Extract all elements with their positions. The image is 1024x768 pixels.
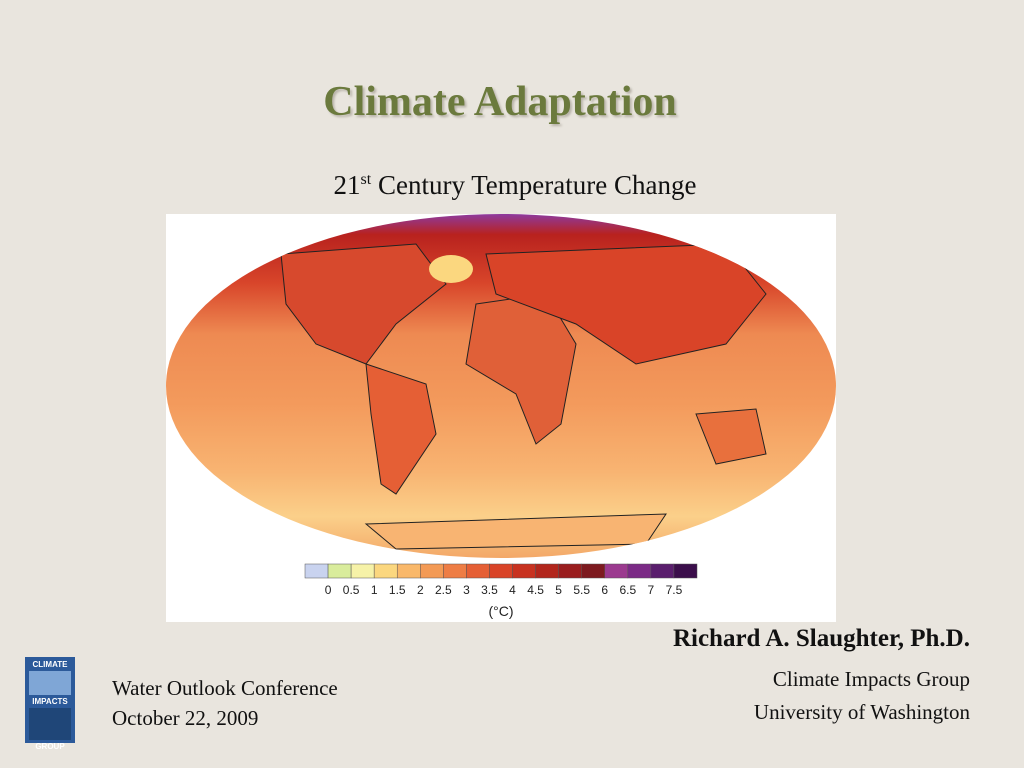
map-body xyxy=(166,214,836,558)
legend-swatch xyxy=(627,563,652,579)
subtitle-suffix: st xyxy=(360,171,372,188)
legend-tick-label: 5.5 xyxy=(573,583,590,597)
legend-swatch xyxy=(327,563,352,579)
author-group: Climate Impacts Group xyxy=(772,667,970,691)
logo: CLIMATE IMPACTS GROUP xyxy=(25,657,75,751)
logo-line1: CLIMATE xyxy=(32,660,68,669)
legend-tick-label: 6.5 xyxy=(619,583,636,597)
title: Climate Adaptation xyxy=(323,79,677,125)
legend-tick-label: 5 xyxy=(555,583,562,597)
subtitle-text: Century Temperature Change xyxy=(377,170,697,200)
legend-tick-label: 1 xyxy=(371,583,378,597)
event-date: October 22, 2009 xyxy=(112,706,259,730)
map-svg: 0 0.5 1 1.5 2 2.5 3 3.5 4 4.5 5 5.5 6 6.5 7 7.5 (°C) xyxy=(166,214,836,619)
author-university: University of Washington xyxy=(753,700,970,724)
legend-swatch xyxy=(466,563,490,579)
legend-swatch xyxy=(420,563,444,579)
legend-swatch xyxy=(604,563,629,579)
legend-swatch xyxy=(673,563,698,579)
legend-tick-label: 7.5 xyxy=(666,583,683,597)
legend-tick-label: 4.5 xyxy=(527,583,544,597)
legend-tick-label: 2 xyxy=(417,583,424,597)
legend-swatch xyxy=(350,563,375,579)
logo-emblem xyxy=(29,671,71,695)
legend-tick-label: 1.5 xyxy=(389,583,406,597)
legend-swatch xyxy=(558,563,582,579)
event-name: Water Outlook Conference xyxy=(112,676,338,700)
legend-swatch xyxy=(512,563,536,579)
legend-swatch xyxy=(581,563,606,579)
author-name: Richard A. Slaughter, Ph.D. xyxy=(672,625,970,652)
legend-swatch xyxy=(304,563,329,579)
subtitle: 21st Century Temperature Change xyxy=(0,170,1024,201)
legend-tick-label: 3.5 xyxy=(481,583,498,597)
legend-swatch xyxy=(650,563,675,579)
legend-swatch xyxy=(373,563,398,579)
legend-swatch xyxy=(443,563,467,579)
map-legend: 0 0.5 1 1.5 2 2.5 3 3.5 4 4.5 5 5.5 6 6.5 7 7.5 (°C) xyxy=(304,563,698,619)
subtitle-number: 21 xyxy=(333,170,361,200)
logo-trees xyxy=(29,708,71,740)
legend-tick-label: 0 xyxy=(325,583,332,597)
legend-unit: (°C) xyxy=(488,603,513,619)
legend-tick-label: 0.5 xyxy=(343,583,360,597)
legend-swatch xyxy=(396,563,421,579)
logo-line2: IMPACTS xyxy=(32,697,68,706)
legend-tick-label: 3 xyxy=(463,583,470,597)
map-figure: 0 0.5 1 1.5 2 2.5 3 3.5 4 4.5 5 5.5 6 6.5 7 7.5 (°C) xyxy=(166,214,836,622)
legend-tick-label: 7 xyxy=(648,583,655,597)
legend-swatch xyxy=(489,563,513,579)
logo-line3: GROUP xyxy=(35,742,65,751)
legend-tick-label: 2.5 xyxy=(435,583,452,597)
legend-tick-label: 6 xyxy=(601,583,608,597)
legend-tick-label: 4 xyxy=(509,583,516,597)
legend-swatch xyxy=(535,563,559,579)
